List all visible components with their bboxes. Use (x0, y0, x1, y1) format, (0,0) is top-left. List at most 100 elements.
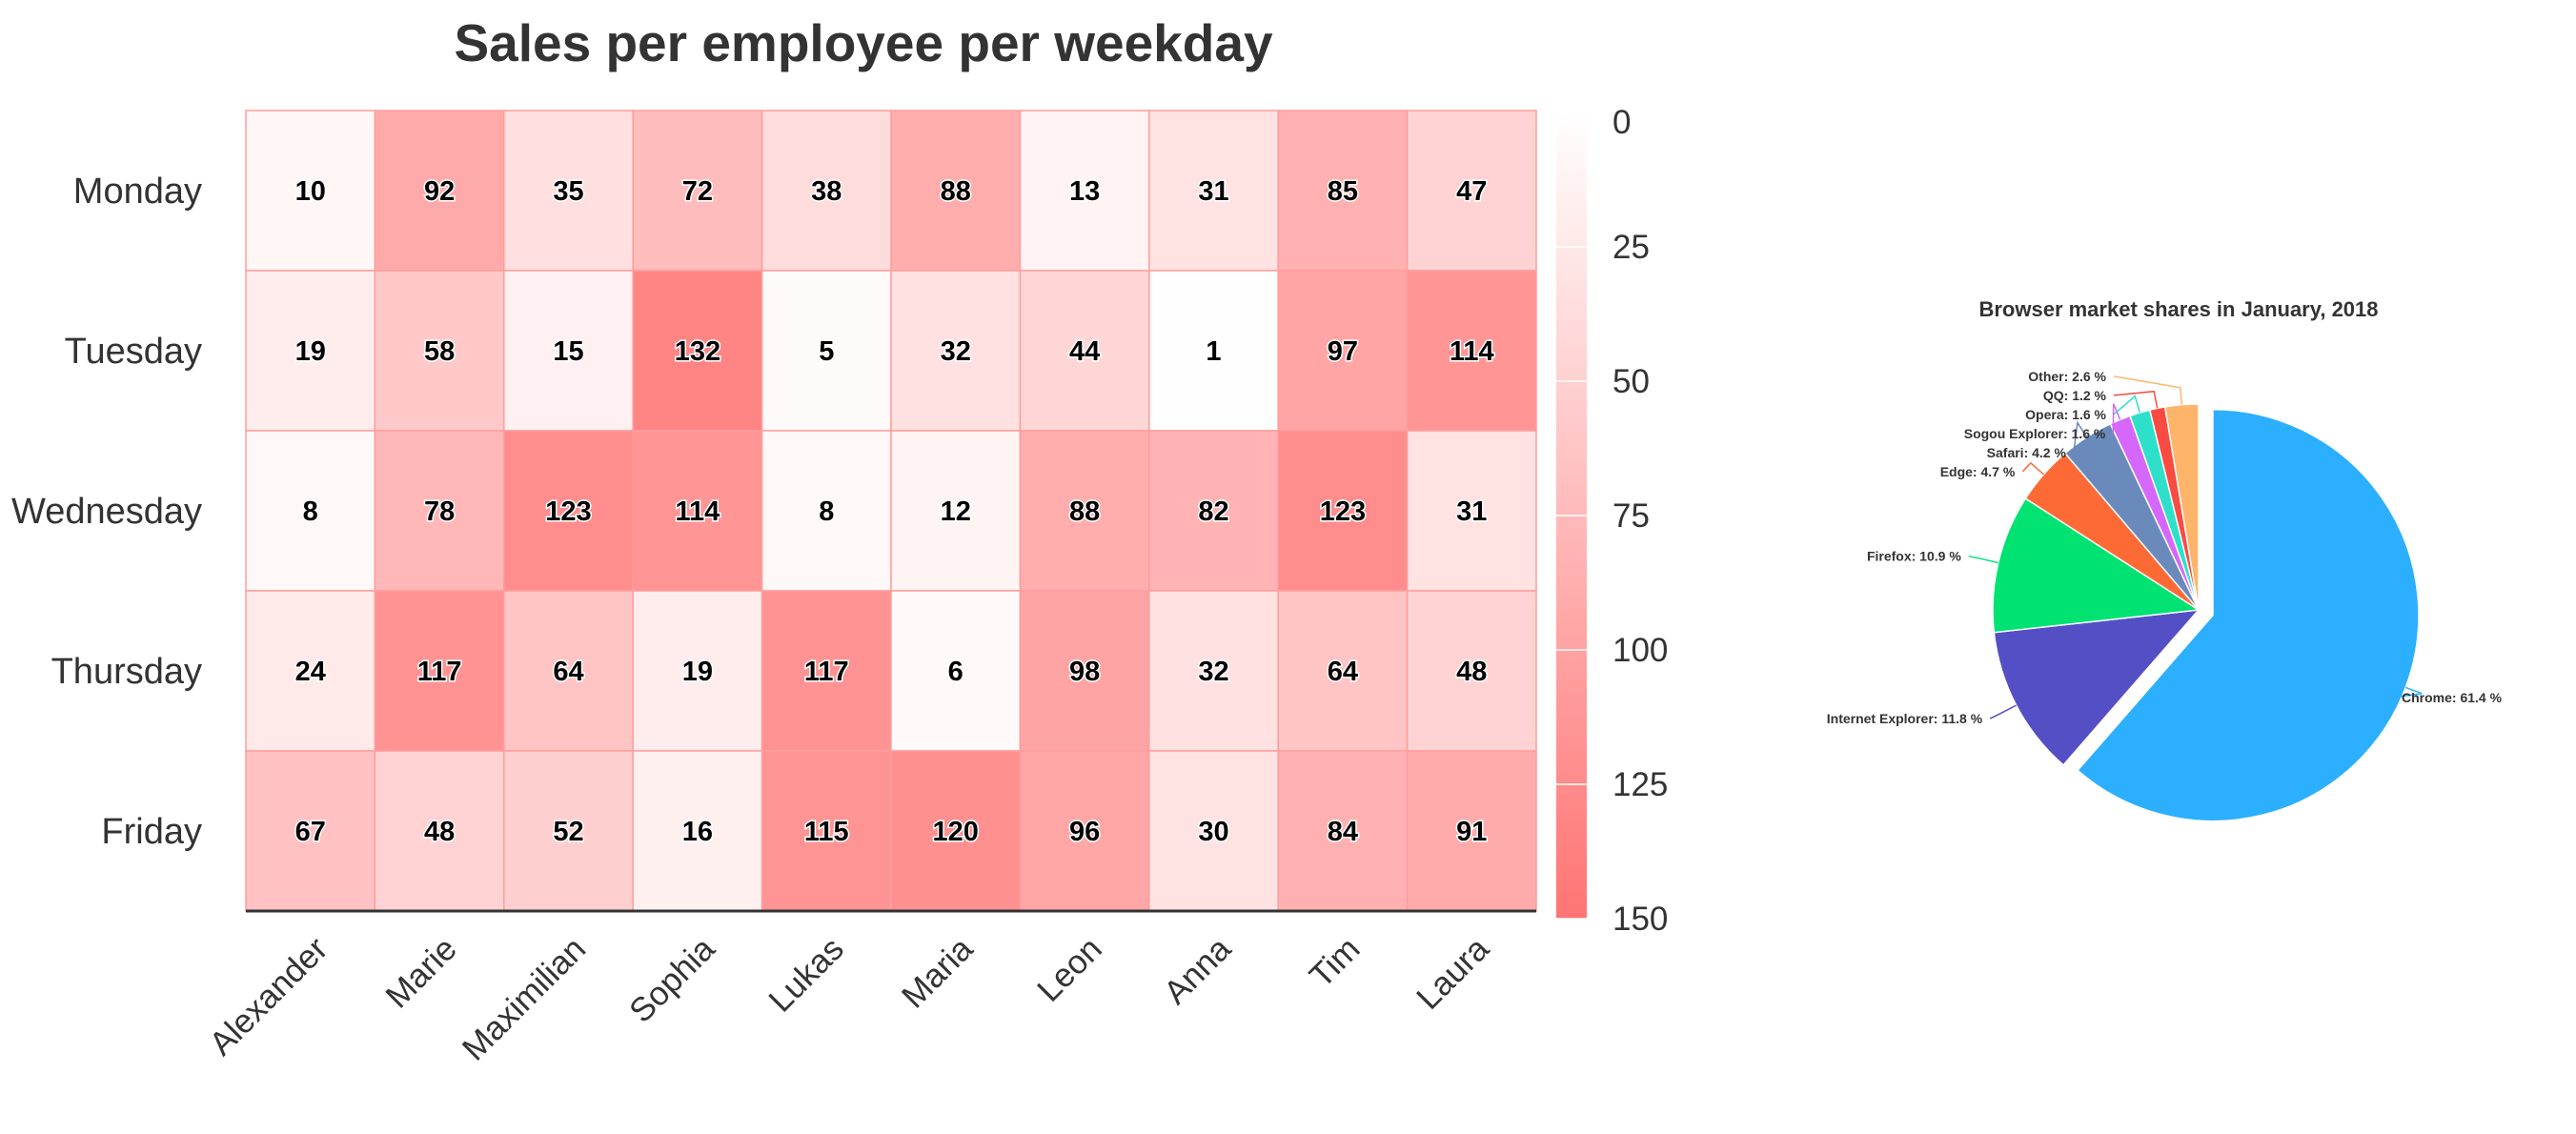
pie-slice (2077, 408, 2420, 822)
heatmap-cell-label: 13 (1069, 176, 1100, 207)
heatmap-cell (890, 590, 1022, 752)
heatmap-cell-label: 123 (545, 496, 591, 527)
x-axis-label: Tim (1303, 930, 1368, 995)
heatmap-cell (1019, 750, 1150, 912)
x-axis-label: Alexander (202, 930, 335, 1063)
heatmap-cell (1277, 590, 1409, 752)
heatmap-cell (761, 110, 892, 272)
pie-connector (2112, 403, 2121, 434)
x-axis-label: Sophia (622, 930, 722, 1030)
heatmap-cell (1019, 430, 1150, 592)
heatmap-cell (1148, 110, 1279, 272)
pie-data-labels: Chrome: 61.4 % Other: 2.6 % QQ: 1.2 % Opera… (1827, 369, 2503, 726)
heatmap-y-axis: Monday Tuesday Wednesday Thursday Friday (11, 172, 202, 852)
heatmap-cell-label: 32 (1198, 657, 1228, 687)
heatmap-cell-label: 72 (682, 176, 713, 207)
heatmap-cell-label: 114 (1450, 336, 1494, 367)
color-axis-tick-label: 0 (1613, 104, 1631, 141)
pie-slice (2163, 403, 2200, 611)
heatmap-cell (761, 270, 892, 432)
pie-slice (1992, 497, 2201, 634)
heatmap-cell (245, 590, 376, 752)
heatmap-cell (1148, 590, 1279, 752)
heatmap-cell-label: 58 (424, 336, 455, 367)
heatmap-cell (761, 750, 892, 912)
heatmap-cell (890, 110, 1022, 272)
pie-connector (2113, 375, 2183, 405)
heatmap-cell (890, 270, 1022, 432)
pie-connector (2113, 390, 2159, 409)
heatmap-cell (761, 590, 892, 752)
x-axis-label: Marie (378, 930, 463, 1015)
pie-connector (2113, 395, 2141, 415)
heatmap-cell-label: 5 (819, 336, 834, 367)
heatmap-cell (374, 750, 505, 912)
heatmap-cell-label: 52 (553, 817, 583, 847)
heatmap-cell-label: 16 (682, 817, 713, 847)
heatmap-cell (1406, 590, 1537, 752)
x-axis-label: Leon (1030, 930, 1109, 1009)
pie-data-label: QQ: 1.2 % (2043, 388, 2107, 403)
heatmap-cell-label: 115 (804, 817, 849, 847)
pie-connector (2021, 461, 2044, 476)
heatmap-cell-label: 47 (1456, 176, 1487, 207)
color-axis-tick-label: 150 (1613, 901, 1668, 938)
heatmap-cell-label: 8 (819, 496, 834, 527)
pie-data-label: Other: 2.6 % (2028, 369, 2106, 384)
heatmap-cell-label: 78 (424, 496, 455, 527)
heatmap-cell (1406, 430, 1537, 592)
pie-slices (1992, 403, 2420, 822)
heatmap-cell-label: 31 (1198, 176, 1228, 207)
heatmap-cell (1148, 750, 1279, 912)
heatmap-cell (1019, 590, 1150, 752)
heatmap-cell (1148, 430, 1279, 592)
heatmap-cell-label: 12 (941, 496, 971, 527)
heatmap-cell (245, 110, 376, 272)
heatmap-cell-label: 48 (424, 817, 455, 847)
pie-data-label: Sogou Explorer: 1.6 % (1964, 426, 2106, 441)
heatmap-cell-label: 82 (1198, 496, 1228, 527)
pie-connector (2393, 686, 2423, 699)
heatmap-cell-label: 19 (682, 657, 713, 687)
heatmap-cell (1406, 750, 1537, 912)
color-axis-tick-label: 25 (1613, 229, 1650, 266)
heatmap-cells (245, 110, 1537, 913)
color-axis-ticks: 0 25 50 75 100 125 150 (1556, 104, 1668, 938)
heatmap-cell-label: 132 (675, 336, 720, 367)
heatmap-cell-label: 97 (1328, 336, 1358, 367)
heatmap-cell-label: 64 (553, 657, 583, 687)
pie-connector (1989, 704, 2017, 719)
heatmap-cell-label: 67 (295, 817, 326, 847)
x-axis-label: Laura (1410, 930, 1496, 1017)
x-axis-label: Maria (895, 930, 981, 1016)
color-axis-tick-label: 75 (1613, 497, 1650, 535)
heatmap-cell-label: 1 (1206, 336, 1221, 367)
y-axis-label: Friday (101, 812, 202, 852)
x-axis-label: Anna (1157, 930, 1239, 1012)
heatmap-cell (503, 110, 634, 272)
heatmap-cell-label: 84 (1328, 817, 1358, 847)
pie-connector (2073, 420, 2088, 453)
heatmap-cell (761, 430, 892, 592)
heatmap-cell-label: 92 (424, 176, 455, 207)
heatmap-cell-label: 8 (303, 496, 318, 527)
pie-data-label: Opera: 1.6 % (2025, 407, 2106, 422)
heatmap-cell (503, 430, 634, 592)
heatmap-cell-label: 117 (804, 657, 849, 687)
y-axis-label: Wednesday (11, 492, 202, 532)
heatmap-cell (1406, 110, 1537, 272)
pie-connectors (1968, 375, 2423, 719)
heatmap-cell-label: 19 (295, 336, 326, 367)
heatmap-cell-label: 35 (553, 176, 583, 207)
pie-data-label: Chrome: 61.4 % (2402, 690, 2503, 705)
heatmap-cell (1277, 270, 1409, 432)
heatmap-cell (890, 750, 1022, 912)
heatmap-cell-label: 64 (1328, 657, 1358, 687)
heatmap-cell-label: 98 (1069, 657, 1100, 687)
heatmap-cell (374, 270, 505, 432)
heatmap-cell (632, 270, 763, 432)
heatmap-cell-label: 96 (1069, 817, 1100, 847)
